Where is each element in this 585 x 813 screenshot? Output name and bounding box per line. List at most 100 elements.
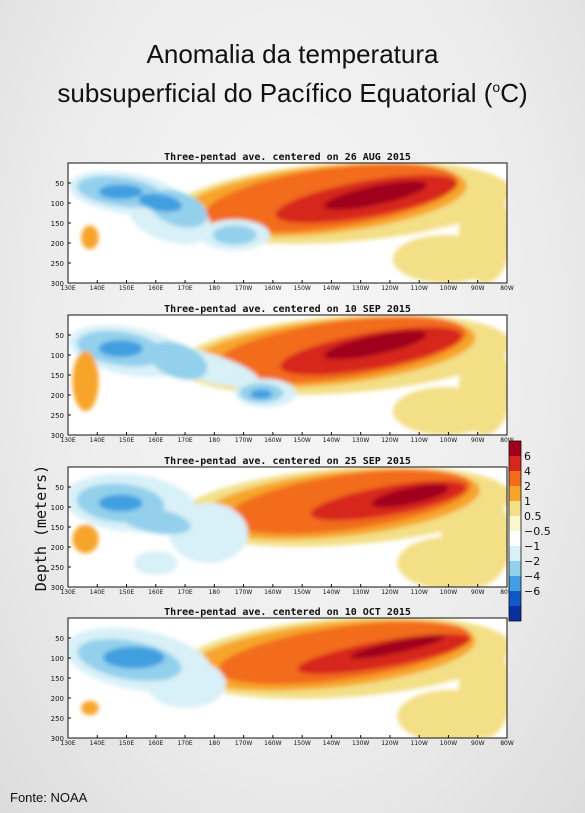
x-tick-label: 110W — [411, 285, 428, 292]
title-line-2-text: subsuperficial do Pacífico Equatorial ( — [57, 78, 493, 108]
x-tick-label: 170E — [177, 740, 192, 747]
x-tick-label: 160E — [148, 589, 163, 596]
x-tick-label: 150W — [293, 285, 310, 292]
anomaly-contour — [98, 340, 143, 357]
anomaly-contour — [138, 193, 182, 212]
anomaly-contour — [397, 536, 503, 587]
anomaly-contour — [212, 225, 257, 245]
title-line-1: Anomalia da temperatura — [146, 39, 439, 69]
x-tick-label: 110W — [411, 740, 428, 747]
x-tick-label: 90W — [471, 589, 485, 596]
y-tick-label: 300 — [51, 432, 64, 440]
x-tick-label: 170W — [235, 740, 252, 747]
y-tick-label: 100 — [51, 504, 64, 512]
x-tick-label: 120W — [381, 285, 398, 292]
y-tick-label: 100 — [51, 352, 64, 360]
x-tick-label: 130W — [352, 285, 369, 292]
degree-symbol: o — [492, 79, 501, 95]
x-tick-label: 150E — [119, 437, 134, 444]
y-tick-label: 250 — [51, 715, 64, 723]
source-note: Fonte: NOAA — [10, 790, 88, 805]
x-tick-label: 160W — [264, 437, 281, 444]
y-tick-label: 200 — [51, 695, 64, 703]
panel-title: Three-pentad ave. centered on 10 SEP 201… — [164, 304, 411, 315]
panel-3: Three-pentad ave. centered on 25 SEP 201… — [51, 456, 514, 596]
y-tick-label: 50 — [55, 635, 64, 643]
y-axis-label: Depth (meters) — [32, 465, 50, 591]
x-tick-label: 160E — [148, 740, 163, 747]
y-tick-label: 250 — [51, 564, 64, 572]
colorbar-swatch — [509, 471, 521, 486]
colorbar-label: −0.5 — [524, 525, 551, 538]
x-tick-label: 140E — [90, 740, 105, 747]
anomaly-field — [68, 163, 507, 283]
x-tick-label: 170E — [177, 285, 192, 292]
x-tick-label: 130W — [352, 589, 369, 596]
anomaly-contour — [148, 341, 208, 380]
colorbar: 6 4 2 1 0.5 −0.5 −1 −2 −4 −6 — [508, 440, 551, 622]
x-tick-label: 140E — [90, 589, 105, 596]
x-tick-label: 160E — [148, 437, 163, 444]
x-tick-label: 100W — [440, 437, 457, 444]
x-tick-label: 130E — [60, 589, 75, 596]
anomaly-contour — [81, 700, 99, 716]
x-tick-label: 130W — [352, 437, 369, 444]
x-tick-label: 140E — [90, 285, 105, 292]
title-unit: C) — [500, 78, 528, 108]
x-tick-label: 90W — [471, 740, 485, 747]
anomaly-contour — [392, 387, 499, 435]
anomaly-field — [68, 315, 507, 435]
colorbar-label: 6 — [524, 450, 531, 463]
x-tick-label: 150E — [119, 285, 134, 292]
x-tick-label: 110W — [411, 589, 428, 596]
anomaly-contour — [323, 330, 427, 360]
y-tick-label: 200 — [51, 544, 64, 552]
x-tick-label: 180 — [209, 740, 221, 747]
y-tick-label: 150 — [51, 675, 64, 683]
anomaly-contour — [371, 484, 450, 508]
panel-title: Three-pentad ave. centered on 25 SEP 201… — [164, 456, 411, 467]
colorbar-label: −6 — [524, 585, 540, 598]
colorbar-swatch — [509, 456, 521, 471]
x-tick-label: 80W — [500, 589, 514, 596]
x-tick-label: 160W — [264, 589, 281, 596]
colorbar-frame — [508, 440, 522, 622]
y-tick-label: 300 — [51, 735, 64, 743]
x-tick-label: 140W — [323, 740, 340, 747]
colorbar-swatch — [509, 561, 521, 576]
anomaly-contour — [250, 389, 273, 400]
panel-2: Three-pentad ave. centered on 10 SEP 201… — [51, 304, 514, 444]
anomaly-contour — [103, 646, 165, 669]
colorbar-swatch — [509, 501, 521, 516]
x-tick-label: 130W — [352, 740, 369, 747]
x-tick-label: 90W — [471, 437, 485, 444]
y-tick-label: 50 — [55, 484, 64, 492]
y-tick-label: 250 — [51, 412, 64, 420]
colorbar-swatch — [509, 546, 521, 561]
colorbar-label: −2 — [524, 555, 540, 568]
anomaly-contour — [168, 503, 248, 563]
x-tick-label: 140W — [323, 589, 340, 596]
colorbar-label: 1 — [524, 495, 531, 508]
x-tick-label: 150W — [293, 437, 310, 444]
anomaly-field — [68, 467, 507, 587]
x-tick-label: 170E — [177, 589, 192, 596]
y-tick-label: 50 — [55, 332, 64, 340]
x-tick-label: 130E — [60, 285, 75, 292]
x-tick-label: 170W — [235, 285, 252, 292]
colorbar-label: 4 — [524, 465, 531, 478]
x-tick-label: 170W — [235, 437, 252, 444]
x-tick-label: 130E — [60, 437, 75, 444]
x-tick-label: 80W — [500, 740, 514, 747]
y-tick-label: 200 — [51, 392, 64, 400]
panels-group: Three-pentad ave. centered on 26 AUG 201… — [51, 152, 514, 747]
y-tick-label: 100 — [51, 200, 64, 208]
colorbar-swatch — [509, 576, 521, 591]
anomaly-contour — [72, 351, 99, 411]
y-tick-label: 150 — [51, 372, 64, 380]
x-tick-label: 150E — [119, 589, 134, 596]
x-tick-label: 160W — [264, 740, 281, 747]
panel-4: Three-pentad ave. centered on 10 OCT 201… — [51, 607, 514, 747]
colorbar-label: −4 — [524, 570, 540, 583]
